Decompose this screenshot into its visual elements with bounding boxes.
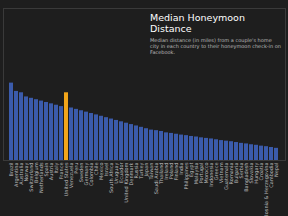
svg-text:Guatemala: Guatemala bbox=[223, 162, 230, 190]
svg-text:Brazil: Brazil bbox=[8, 162, 15, 177]
svg-text:Romania: Romania bbox=[228, 162, 235, 185]
svg-text:Morocco: Morocco bbox=[203, 162, 210, 184]
svg-text:Sweden: Sweden bbox=[78, 162, 85, 183]
svg-text:Malaysia: Malaysia bbox=[193, 162, 200, 185]
svg-text:Ireland: Ireland bbox=[163, 162, 170, 180]
svg-text:Indonesia: Indonesia bbox=[208, 162, 215, 187]
svg-text:Greece: Greece bbox=[213, 162, 220, 181]
svg-text:Germany: Germany bbox=[83, 162, 90, 186]
svg-text:Egypt: Egypt bbox=[188, 162, 195, 177]
svg-text:Saudi Arabia: Saudi Arabia bbox=[153, 162, 160, 195]
svg-text:Spain: Spain bbox=[43, 162, 50, 177]
svg-text:Switzerland: Switzerland bbox=[28, 162, 35, 192]
svg-text:Uruguay: Uruguay bbox=[113, 162, 120, 184]
svg-text:Belgium: Belgium bbox=[33, 162, 40, 183]
svg-text:Australia: Australia bbox=[18, 162, 25, 185]
html-text:Median Honeymoon Distance: Median Honeymoon Distance bbox=[150, 12, 245, 34]
svg-text:South Africa: South Africa bbox=[108, 162, 115, 193]
svg-text:Serbia: Serbia bbox=[238, 162, 245, 179]
svg-text:France: France bbox=[58, 162, 65, 180]
svg-text:Nepal: Nepal bbox=[273, 163, 280, 177]
svg-text:Japan: Japan bbox=[143, 162, 150, 177]
svg-text:Portugal: Portugal bbox=[198, 162, 205, 184]
svg-text:United Kingdom: United Kingdom bbox=[123, 162, 130, 203]
svg-text:Philippines: Philippines bbox=[183, 162, 190, 190]
svg-text:Bangladesh: Bangladesh bbox=[243, 162, 250, 192]
svg-text:Austria: Austria bbox=[48, 162, 55, 181]
svg-text:Argentina: Argentina bbox=[13, 162, 20, 187]
svg-text:Russia: Russia bbox=[133, 162, 140, 179]
svg-text:Denmark: Denmark bbox=[128, 162, 135, 186]
svg-text:Israel: Israel bbox=[103, 162, 110, 177]
svg-text:Ecuador: Ecuador bbox=[118, 162, 125, 183]
svg-text:Hungary: Hungary bbox=[253, 162, 260, 184]
svg-text:Mexico: Mexico bbox=[98, 162, 105, 180]
svg-text:Chile: Chile bbox=[93, 162, 100, 175]
svg-text:Colombia: Colombia bbox=[88, 162, 95, 186]
svg-text:Norway: Norway bbox=[23, 162, 30, 182]
svg-text:Bulgaria: Bulgaria bbox=[233, 162, 240, 184]
svg-text:Croatia: Croatia bbox=[258, 162, 265, 181]
svg-text:Taiwan: Taiwan bbox=[148, 162, 155, 180]
svg-text:Venezuela: Venezuela bbox=[68, 162, 75, 189]
svg-text:Slovakia: Slovakia bbox=[248, 162, 255, 184]
svg-text:Peru: Peru bbox=[73, 162, 80, 174]
svg-text:Italy: Italy bbox=[53, 162, 60, 174]
svg-text:Poland: Poland bbox=[168, 162, 175, 180]
svg-text:Thailand: Thailand bbox=[158, 162, 165, 184]
svg-text:United States: United States bbox=[63, 162, 70, 197]
svg-text:Vietnam: Vietnam bbox=[218, 162, 225, 184]
svg-text:India: India bbox=[178, 162, 185, 175]
svg-text:Cambodia: Cambodia bbox=[268, 162, 275, 188]
html-text:Median distance (in miles) fro: Median distance (in miles) from a couple… bbox=[150, 37, 281, 55]
svg-text:Turkey: Turkey bbox=[138, 162, 145, 179]
svg-text:Netherlands: Netherlands bbox=[38, 162, 45, 193]
svg-text:Finland: Finland bbox=[173, 162, 180, 181]
